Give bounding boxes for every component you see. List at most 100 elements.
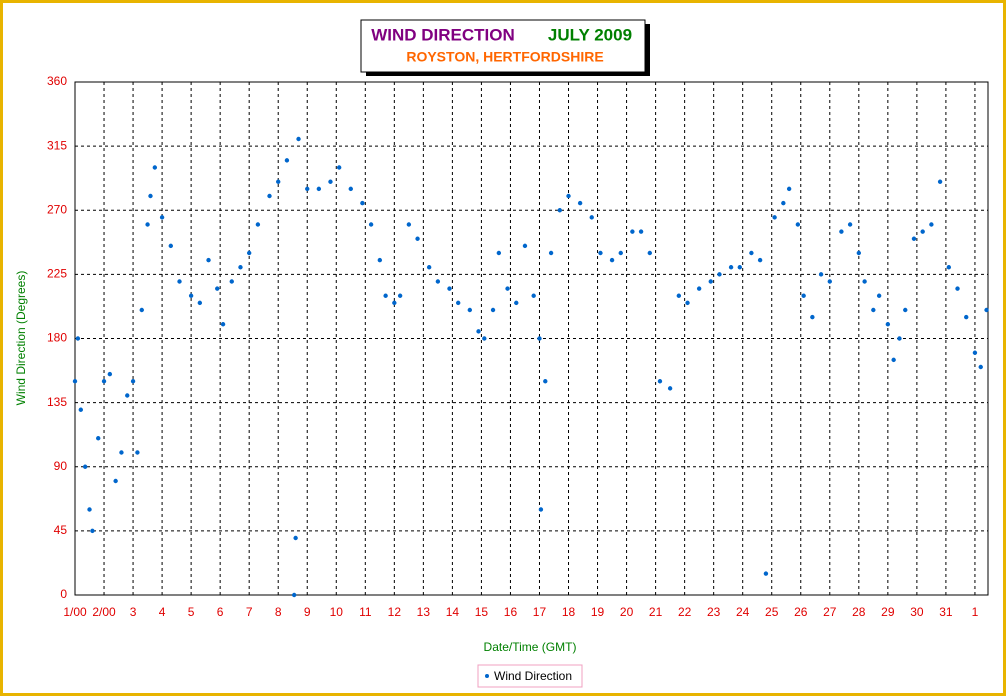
- data-point: [377, 257, 383, 263]
- data-point: [955, 286, 960, 291]
- data-point: [757, 257, 763, 263]
- data-point: [467, 307, 473, 313]
- data-point: [168, 243, 173, 249]
- data-point: [152, 165, 158, 170]
- x-tick-label: 3: [130, 605, 137, 619]
- y-tick-label: 135: [47, 395, 67, 409]
- y-tick-label: 45: [54, 523, 68, 537]
- data-point: [577, 200, 583, 206]
- data-point: [696, 286, 702, 291]
- data-point: [557, 208, 563, 213]
- data-point: [125, 393, 130, 398]
- x-tick-label: 16: [504, 605, 518, 619]
- y-tick-label: 225: [47, 267, 67, 281]
- data-point: [397, 293, 403, 298]
- x-tick-label: 29: [881, 605, 895, 619]
- data-point: [839, 229, 844, 234]
- chart-subtitle: ROYSTON, HERTFORDSHIRE: [406, 49, 603, 65]
- x-tick-label: 20: [620, 605, 634, 619]
- data-point: [801, 293, 806, 298]
- data-point: [159, 215, 165, 220]
- x-tick-label: 8: [275, 605, 282, 619]
- data-point: [708, 279, 713, 284]
- data-point: [148, 193, 153, 199]
- data-point: [609, 257, 615, 263]
- data-point: [885, 322, 891, 327]
- data-point: [598, 250, 603, 256]
- data-point: [717, 272, 722, 277]
- data-point: [135, 450, 140, 455]
- data-point: [177, 279, 182, 284]
- data-point: [435, 279, 441, 284]
- data-point: [638, 229, 644, 234]
- data-point: [566, 193, 571, 199]
- data-point: [284, 158, 290, 163]
- chart-title: WIND DIRECTION: [371, 25, 515, 44]
- data-point: [296, 136, 301, 142]
- title-box: [360, 19, 646, 73]
- data-point: [392, 300, 397, 306]
- data-point: [522, 243, 528, 249]
- data-point: [197, 300, 203, 306]
- data-point: [82, 464, 88, 469]
- data-point: [538, 507, 544, 512]
- data-point: [827, 279, 832, 284]
- data-point: [267, 193, 272, 199]
- x-tick-label: 27: [823, 605, 837, 619]
- data-point: [490, 307, 496, 313]
- data-point: [229, 279, 234, 284]
- data-point: [657, 379, 663, 384]
- x-tick-label: 18: [562, 605, 576, 619]
- data-point: [215, 286, 220, 291]
- data-point: [220, 322, 226, 327]
- data-point: [978, 364, 983, 370]
- data-point: [676, 293, 682, 298]
- y-tick-label: 270: [47, 202, 67, 216]
- data-point: [107, 371, 113, 377]
- data-point: [630, 229, 635, 234]
- data-point: [810, 314, 815, 320]
- data-point: [447, 286, 452, 291]
- data-point: [847, 222, 853, 227]
- data-point: [763, 571, 769, 576]
- data-point: [514, 300, 519, 306]
- data-point: [101, 379, 107, 384]
- x-tick-label: 1/00: [63, 605, 87, 619]
- data-point: [496, 250, 502, 256]
- x-tick-label: 19: [591, 605, 605, 619]
- x-tick-label: 5: [188, 605, 195, 619]
- legend-box: [477, 664, 583, 688]
- data-point: [119, 450, 124, 455]
- data-point: [328, 179, 333, 184]
- data-point: [476, 329, 481, 334]
- x-tick-label: 31: [939, 605, 953, 619]
- y-tick-label: 315: [47, 138, 67, 152]
- x-tick-label: 1: [972, 605, 979, 619]
- x-tick-label: 15: [475, 605, 489, 619]
- data-point: [871, 307, 876, 313]
- data-point: [772, 215, 777, 220]
- x-tick-label: 10: [330, 605, 344, 619]
- x-axis-title: Date/Time (GMT): [484, 640, 577, 654]
- data-point: [781, 200, 786, 206]
- data-point: [482, 336, 487, 341]
- data-point: [897, 336, 902, 341]
- x-tick-label: 25: [765, 605, 779, 619]
- chart-period: JULY 2009: [548, 25, 632, 44]
- data-point: [113, 478, 118, 484]
- data-point: [426, 265, 432, 270]
- data-point: [964, 314, 969, 320]
- data-point: [206, 257, 211, 263]
- data-point: [618, 250, 623, 256]
- data-point: [537, 336, 542, 341]
- data-point: [795, 222, 801, 227]
- x-tick-label: 24: [736, 605, 750, 619]
- data-point: [291, 592, 297, 598]
- data-point: [728, 265, 734, 270]
- data-point: [531, 293, 536, 298]
- x-tick-label: 7: [246, 605, 253, 619]
- y-tick-label: 90: [54, 459, 68, 473]
- data-point: [667, 386, 673, 391]
- x-tick-label: 12: [388, 605, 402, 619]
